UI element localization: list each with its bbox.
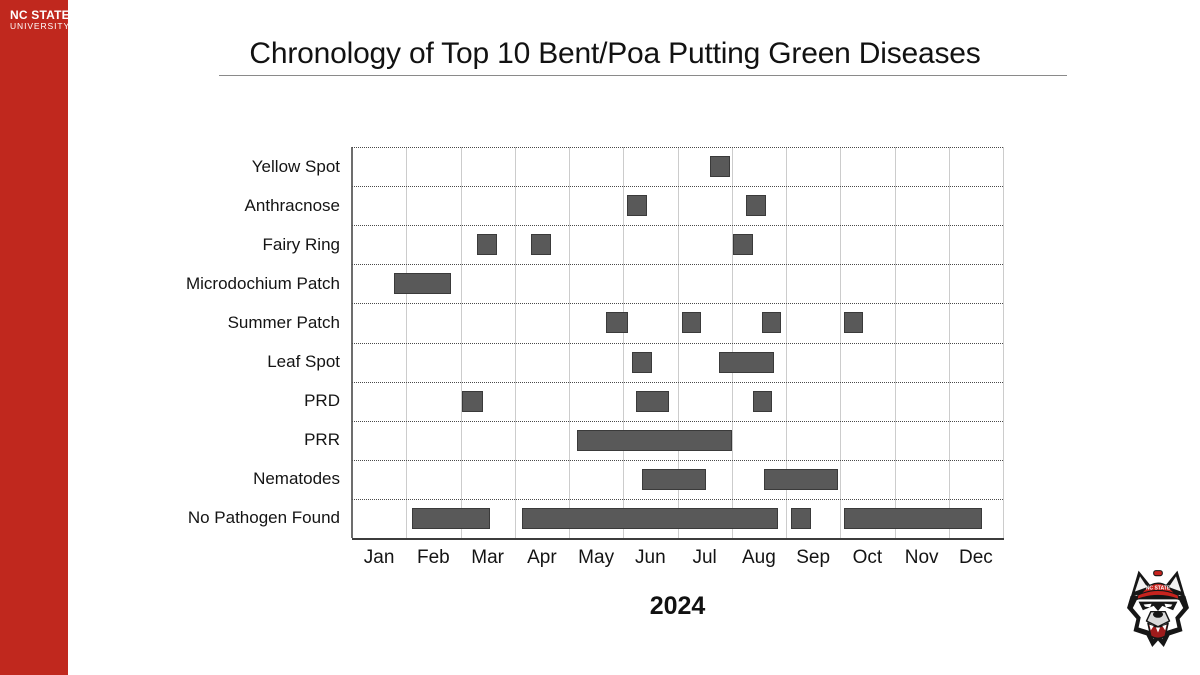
wolf-cap-text: NC STATE bbox=[1146, 585, 1171, 591]
year-label: 2024 bbox=[649, 592, 706, 620]
month-label: Mar bbox=[471, 547, 504, 568]
wordmark-line1: NC STATE bbox=[10, 8, 70, 22]
gantt-bar bbox=[764, 468, 838, 490]
wordmark-line2: UNIVERSITY bbox=[10, 20, 71, 31]
title-underline bbox=[219, 75, 1067, 76]
month-axis: Jan Feb Mar Apr May Jun Jul Aug Sep Oct Nov Dec bbox=[352, 547, 1003, 569]
gridline-horizontal-dotted bbox=[352, 420, 1003, 422]
gridline-horizontal-dotted bbox=[352, 225, 1003, 227]
gantt-bar bbox=[752, 390, 773, 412]
gantt-bar bbox=[393, 273, 451, 295]
row-label: No Pathogen Found bbox=[187, 508, 340, 528]
row-label: PRD bbox=[304, 391, 340, 411]
gantt-bar bbox=[605, 312, 628, 334]
gridline-horizontal-dotted bbox=[352, 381, 1003, 383]
gantt-bar bbox=[710, 156, 731, 178]
gridline-horizontal-dotted bbox=[352, 498, 1003, 500]
row-label: Summer Patch bbox=[227, 312, 340, 332]
gantt-bar bbox=[522, 507, 779, 529]
gantt-bar bbox=[462, 390, 484, 412]
gantt-plot-area bbox=[351, 147, 1004, 540]
gantt-bar bbox=[636, 390, 670, 412]
row-label: Leaf Spot bbox=[267, 352, 340, 372]
gantt-bar bbox=[577, 429, 732, 451]
gridline-vertical bbox=[1003, 147, 1004, 538]
row-label: Nematodes bbox=[253, 469, 340, 489]
month-label: Apr bbox=[527, 547, 557, 568]
gantt-bar bbox=[412, 507, 490, 529]
gantt-bar bbox=[745, 195, 766, 217]
month-label: Jul bbox=[692, 547, 717, 568]
gridline-horizontal-dotted bbox=[352, 186, 1003, 188]
x-axis-line bbox=[352, 538, 1004, 540]
month-label: Dec bbox=[958, 547, 993, 568]
month-label: Feb bbox=[417, 547, 450, 568]
row-label: PRR bbox=[304, 430, 340, 450]
gantt-bar bbox=[843, 507, 982, 529]
gantt-bar bbox=[632, 351, 652, 373]
gantt-bar bbox=[681, 312, 701, 334]
slide-title: Chronology of Top 10 Bent/Poa Putting Gr… bbox=[249, 37, 981, 70]
row-label: Anthracnose bbox=[244, 195, 340, 215]
ncstate-wordmark: NC STATE UNIVERSITY bbox=[10, 9, 70, 31]
row-label: Fairy Ring bbox=[262, 234, 340, 254]
row-label: Microdochium Patch bbox=[185, 273, 340, 293]
gantt-bar bbox=[844, 312, 864, 334]
month-label: Jun bbox=[635, 547, 666, 568]
month-label: Aug bbox=[741, 547, 776, 568]
gridline-horizontal-dotted bbox=[352, 342, 1003, 344]
gantt-bar bbox=[531, 234, 551, 256]
wolfpack-wolf-logo-icon: NC STATE bbox=[1127, 570, 1189, 647]
gridline-horizontal-dotted bbox=[352, 459, 1003, 461]
gantt-bar bbox=[642, 468, 706, 490]
row-label: Yellow Spot bbox=[251, 156, 340, 176]
gantt-bar bbox=[627, 195, 648, 217]
gantt-bar bbox=[719, 351, 774, 373]
gantt-bar bbox=[761, 312, 781, 334]
gantt-bar bbox=[476, 234, 497, 256]
ncstate-red-sidebar: NC STATE UNIVERSITY bbox=[0, 0, 70, 675]
gantt-row-labels: Yellow Spot Anthracnose Fairy Ring Microdoc… bbox=[100, 147, 340, 538]
gridline-horizontal-dotted bbox=[352, 303, 1003, 305]
month-label: May bbox=[578, 547, 615, 568]
gantt-bar bbox=[733, 234, 753, 256]
month-label: Sep bbox=[796, 547, 831, 568]
month-label: Nov bbox=[904, 547, 939, 568]
month-label: Jan bbox=[363, 547, 395, 568]
gridline-horizontal-dotted bbox=[352, 147, 1003, 148]
gantt-bar bbox=[790, 507, 811, 529]
gridline-horizontal-dotted bbox=[352, 264, 1003, 266]
month-label: Oct bbox=[852, 547, 883, 568]
